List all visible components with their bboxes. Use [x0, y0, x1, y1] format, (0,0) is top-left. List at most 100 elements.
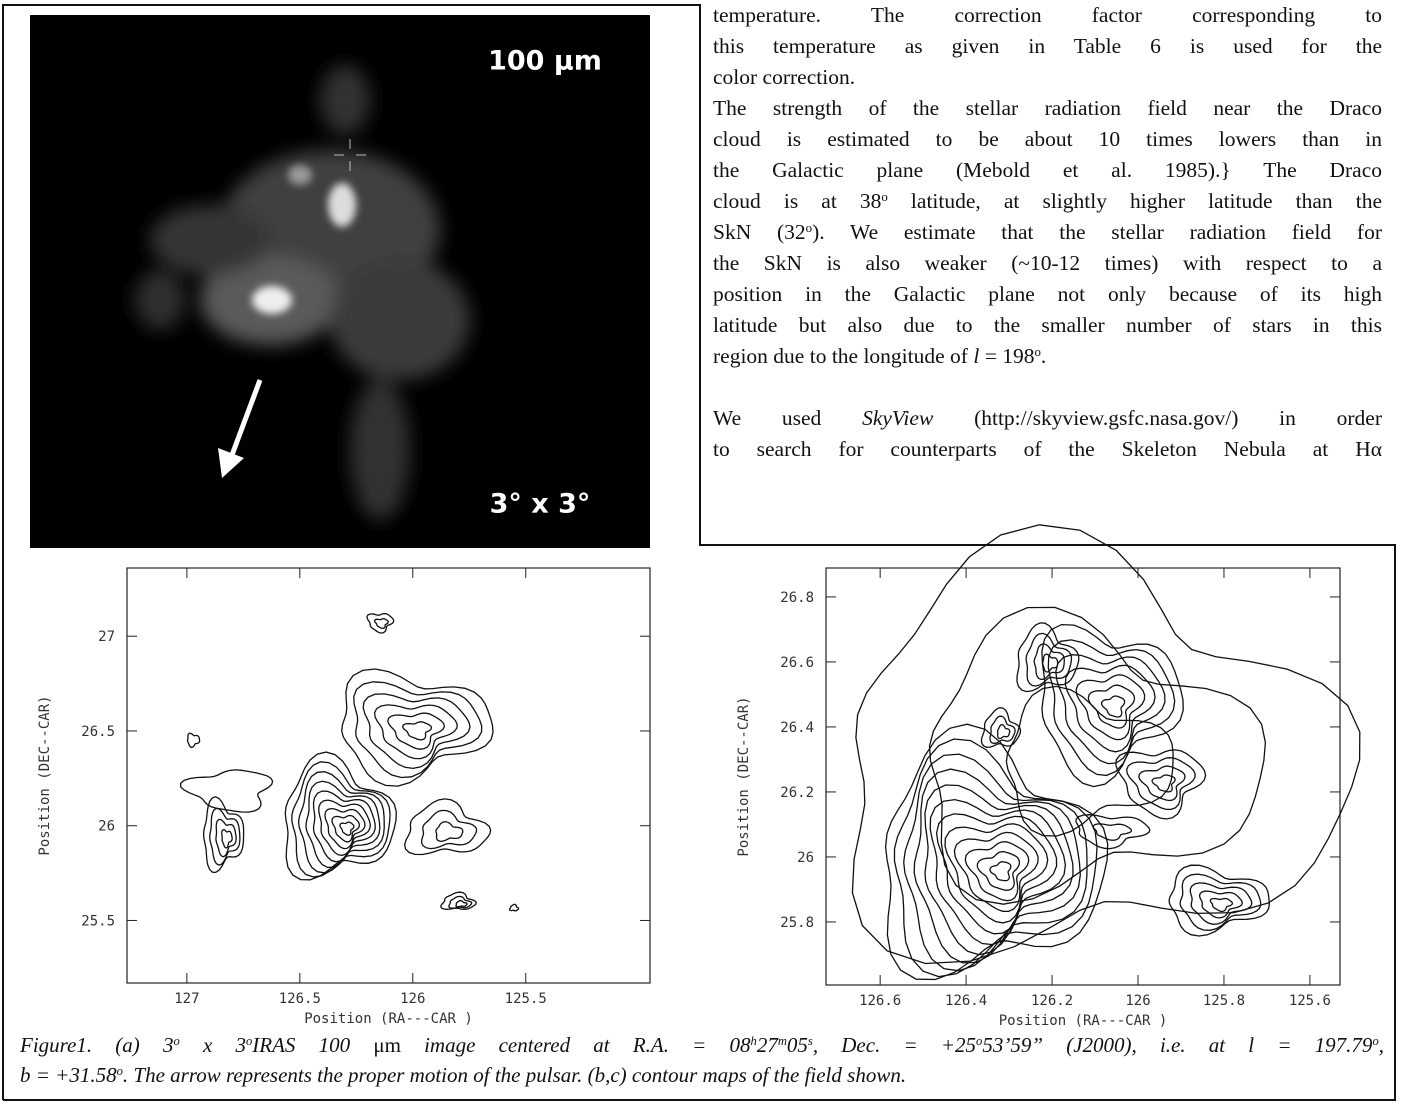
y-tick-label: 25.5: [81, 913, 115, 929]
text-run: the Galactic plane (Mebold et al. 1985).…: [713, 158, 1382, 182]
text-run: h: [750, 1034, 757, 1049]
contour-line: [186, 732, 201, 748]
contour-plot: 126.6 126.4 126.2 126 125.8 125.6 25.8 26 26.2 26…: [736, 567, 1341, 1029]
text-run: cloud is estimated to be about 10 times …: [713, 127, 1382, 151]
contour-line: [989, 715, 1016, 745]
size-label: 3° x 3°: [490, 489, 591, 520]
text-run: b = +31.58: [20, 1063, 117, 1087]
contour-line: [221, 829, 233, 849]
y-tick-label: 26.2: [780, 785, 814, 801]
text-run: o: [805, 220, 813, 235]
text-run: = 198: [979, 344, 1035, 368]
contour-line: [324, 807, 366, 850]
text-line: SkN (32o). We estimate that the stellar …: [713, 217, 1382, 248]
text-run: cloud is at 38: [713, 189, 882, 213]
text-run: temperature. The correction factor corre…: [713, 3, 1382, 27]
contour-line: [341, 668, 494, 787]
contour-line: [353, 681, 483, 779]
contour-line: [1041, 653, 1059, 673]
contour-line: [1126, 757, 1196, 811]
x-tick-label: 126: [400, 991, 425, 1007]
text-run: color correction.: [713, 65, 856, 89]
y-tick-label: 26.6: [780, 655, 814, 671]
text-run: (http://skyview.gsfc.nasa.gov/) in order: [933, 406, 1382, 430]
x-tick-label: 126.5: [279, 991, 321, 1007]
contour-line: [884, 723, 1109, 981]
contour-plot: 127 126.5 126 125.5 25.5 26 26.5 27 Position (RA…: [37, 567, 651, 1027]
text-run: s: [807, 1034, 813, 1049]
contour-line: [215, 818, 237, 858]
text-run: .: [1040, 344, 1047, 368]
contour-line: [508, 903, 520, 912]
contour-line: [305, 780, 381, 869]
contour-line: [331, 814, 361, 843]
contour-line: [944, 823, 1049, 924]
y-tick-label: 25.8: [780, 915, 814, 931]
figure-caption: Figure1. (a) 3o x 3oIRAS 100 μm image ce…: [20, 1030, 1384, 1090]
contour-line: [1209, 897, 1234, 913]
text-run: latitude, at slightly higher latitude th…: [887, 189, 1383, 213]
x-tick-label: 127: [174, 991, 199, 1007]
text-run: o: [173, 1034, 180, 1049]
text-run: 53’59” (J2000), i.e. at l = 197.79: [982, 1033, 1373, 1057]
contour-line: [1033, 643, 1065, 681]
contour-line: [1151, 774, 1176, 793]
text-run: Figure1. (a) 3: [20, 1033, 174, 1057]
y-tick-label: 26: [98, 819, 115, 835]
x-tick-label: 125.6: [1289, 993, 1331, 1009]
wavelength-label: 100 μm: [488, 46, 602, 77]
y-axis-label: Position (DEC--CAR): [736, 696, 752, 856]
contour-line: [402, 721, 433, 741]
text-run: μm: [373, 1033, 401, 1057]
contour-line: [366, 612, 395, 634]
contour-line: [455, 900, 468, 908]
text-run: to search for counterparts of the Skelet…: [713, 437, 1382, 461]
paragraph: The strength of the stellar radiation fi…: [713, 93, 1382, 372]
contour-line: [291, 761, 391, 878]
text-run: image centered at R.A. = 08: [400, 1033, 751, 1057]
text-line: position in the Galactic plane not only …: [713, 279, 1382, 310]
contour-line: [1064, 664, 1156, 753]
contour-line: [928, 606, 1267, 905]
contour-line: [1168, 864, 1270, 937]
contour-line: [1189, 882, 1253, 925]
contour-line: [1055, 654, 1166, 765]
contour-line: [1092, 823, 1133, 841]
text-line: the Galactic plane (Mebold et al. 1985).…: [713, 155, 1382, 186]
caption-line: Figure1. (a) 3o x 3oIRAS 100 μm image ce…: [20, 1030, 1384, 1060]
proper-motion-arrow: [218, 379, 263, 478]
text-run: x 3: [179, 1033, 246, 1057]
contour-line: [362, 693, 471, 770]
text-run: l: [973, 344, 980, 368]
text-run: , Dec. = +25: [812, 1033, 977, 1057]
text-line: color correction.: [713, 62, 1382, 93]
nebula-emission: [135, 65, 470, 520]
contour-line: [1179, 873, 1262, 931]
contour-line: [1016, 622, 1080, 693]
y-tick-label: 26.5: [81, 724, 115, 740]
text-line: this temperature as given in Table 6 is …: [713, 31, 1382, 62]
nebula-peaks: [252, 165, 356, 314]
text-line: cloud is estimated to be about 10 times …: [713, 124, 1382, 155]
y-tick-label: 26: [797, 850, 814, 866]
paragraph: temperature. The correction factor corre…: [713, 0, 1382, 93]
text-run: position in the Galactic plane not only …: [713, 282, 1382, 306]
contour-line: [209, 807, 241, 866]
text-run: 27: [756, 1033, 778, 1057]
caption-line: b = +31.58o. The arrow represents the pr…: [20, 1060, 1384, 1090]
contour-line: [1005, 685, 1174, 837]
x-axis-label: Position (RA---CAR ): [304, 1011, 473, 1027]
contour-line: [1100, 695, 1126, 718]
y-axis-label: Position (DEC--CAR): [37, 695, 53, 855]
x-tick-label: 126.2: [1031, 993, 1073, 1009]
contour-line: [1025, 632, 1073, 687]
contour-line: [420, 809, 478, 850]
x-tick-label: 125.8: [1203, 993, 1245, 1009]
contour-line: [404, 798, 492, 856]
figure-border: [2, 4, 1396, 1101]
text-run: the SkN is also weaker (~10-12 times) wi…: [713, 251, 1382, 275]
contour-line: [387, 712, 446, 750]
text-line: to search for counterparts of the Skelet…: [713, 434, 1382, 465]
contour-line: [1075, 674, 1146, 741]
